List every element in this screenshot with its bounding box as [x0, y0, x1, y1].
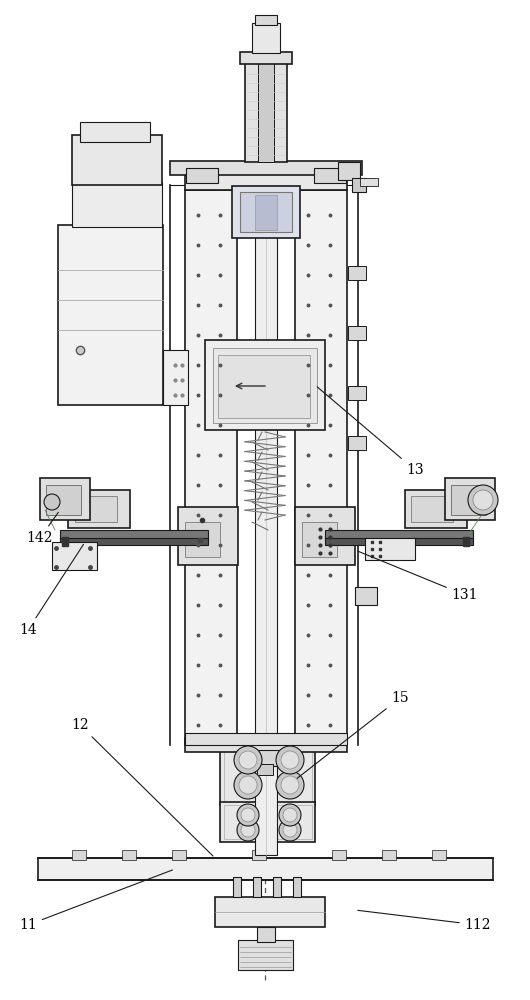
Circle shape [281, 751, 299, 769]
Bar [80, 122, 150, 142]
Circle shape [241, 808, 255, 822]
Bar [252, 850, 266, 860]
Bar [220, 802, 315, 842]
Bar [255, 175, 277, 855]
Bar [348, 436, 366, 450]
Bar [238, 940, 293, 970]
Bar [224, 805, 312, 839]
Bar [60, 538, 208, 545]
Bar [40, 478, 90, 520]
Circle shape [44, 494, 60, 510]
Bar [451, 485, 486, 515]
Circle shape [283, 823, 297, 837]
Circle shape [239, 751, 257, 769]
Bar [302, 522, 337, 557]
Bar [232, 186, 300, 238]
Bar [338, 162, 360, 180]
Bar [411, 496, 453, 522]
Bar [348, 326, 366, 340]
Circle shape [281, 776, 299, 794]
Bar [293, 877, 301, 897]
Bar [240, 192, 292, 232]
Bar [348, 386, 366, 400]
Circle shape [468, 485, 498, 515]
Circle shape [237, 804, 259, 826]
Bar [273, 877, 281, 897]
Bar [325, 530, 473, 540]
Text: 131: 131 [358, 551, 478, 602]
Bar [218, 355, 310, 418]
Bar [295, 507, 355, 565]
Bar [185, 190, 237, 745]
Bar [432, 850, 446, 860]
Bar [352, 178, 366, 192]
Bar [75, 496, 117, 522]
Bar [360, 178, 378, 186]
Bar [72, 135, 162, 185]
Bar [255, 195, 277, 230]
Circle shape [276, 746, 304, 774]
Text: 15: 15 [297, 691, 409, 778]
Bar [205, 340, 325, 430]
Bar [122, 850, 136, 860]
Bar [365, 538, 415, 560]
Circle shape [283, 808, 297, 822]
Bar [233, 877, 241, 897]
Text: 112: 112 [358, 910, 491, 932]
Bar [170, 161, 362, 175]
Bar [178, 507, 238, 565]
Bar [224, 748, 312, 802]
Bar [72, 850, 86, 860]
Bar [38, 858, 493, 880]
Bar [68, 490, 130, 528]
Bar [185, 522, 220, 557]
Bar [172, 850, 186, 860]
Bar [185, 733, 347, 745]
Circle shape [237, 819, 259, 841]
Circle shape [279, 804, 301, 826]
Bar [257, 764, 273, 775]
Circle shape [279, 819, 301, 841]
Bar [405, 490, 467, 528]
Bar [186, 168, 218, 183]
Circle shape [234, 746, 262, 774]
Bar [295, 190, 347, 745]
Bar [240, 52, 292, 64]
Bar [213, 348, 317, 423]
Text: 13: 13 [317, 387, 424, 477]
Bar [52, 542, 97, 570]
Bar [245, 62, 287, 162]
Text: 11: 11 [19, 870, 172, 932]
Bar [382, 850, 396, 860]
Bar [258, 62, 274, 162]
Circle shape [234, 771, 262, 799]
Bar [314, 168, 346, 183]
Bar [332, 850, 346, 860]
Circle shape [473, 490, 493, 510]
Bar [348, 266, 366, 280]
Circle shape [241, 823, 255, 837]
Bar [255, 15, 277, 25]
Text: 142: 142 [26, 512, 58, 545]
Circle shape [276, 771, 304, 799]
Bar [185, 172, 347, 190]
Bar [445, 478, 495, 520]
Bar [185, 738, 347, 752]
Bar [215, 897, 325, 927]
Bar [248, 750, 284, 766]
Bar [60, 530, 208, 540]
Bar [163, 350, 188, 405]
Bar [252, 23, 280, 53]
Bar [257, 927, 275, 942]
Bar [325, 538, 473, 545]
Bar [220, 745, 315, 805]
Bar [58, 225, 163, 405]
Text: 14: 14 [19, 544, 84, 637]
Text: 12: 12 [71, 718, 213, 856]
Bar [72, 182, 162, 227]
Bar [46, 485, 81, 515]
Bar [253, 877, 261, 897]
Circle shape [239, 776, 257, 794]
Bar [355, 587, 377, 605]
